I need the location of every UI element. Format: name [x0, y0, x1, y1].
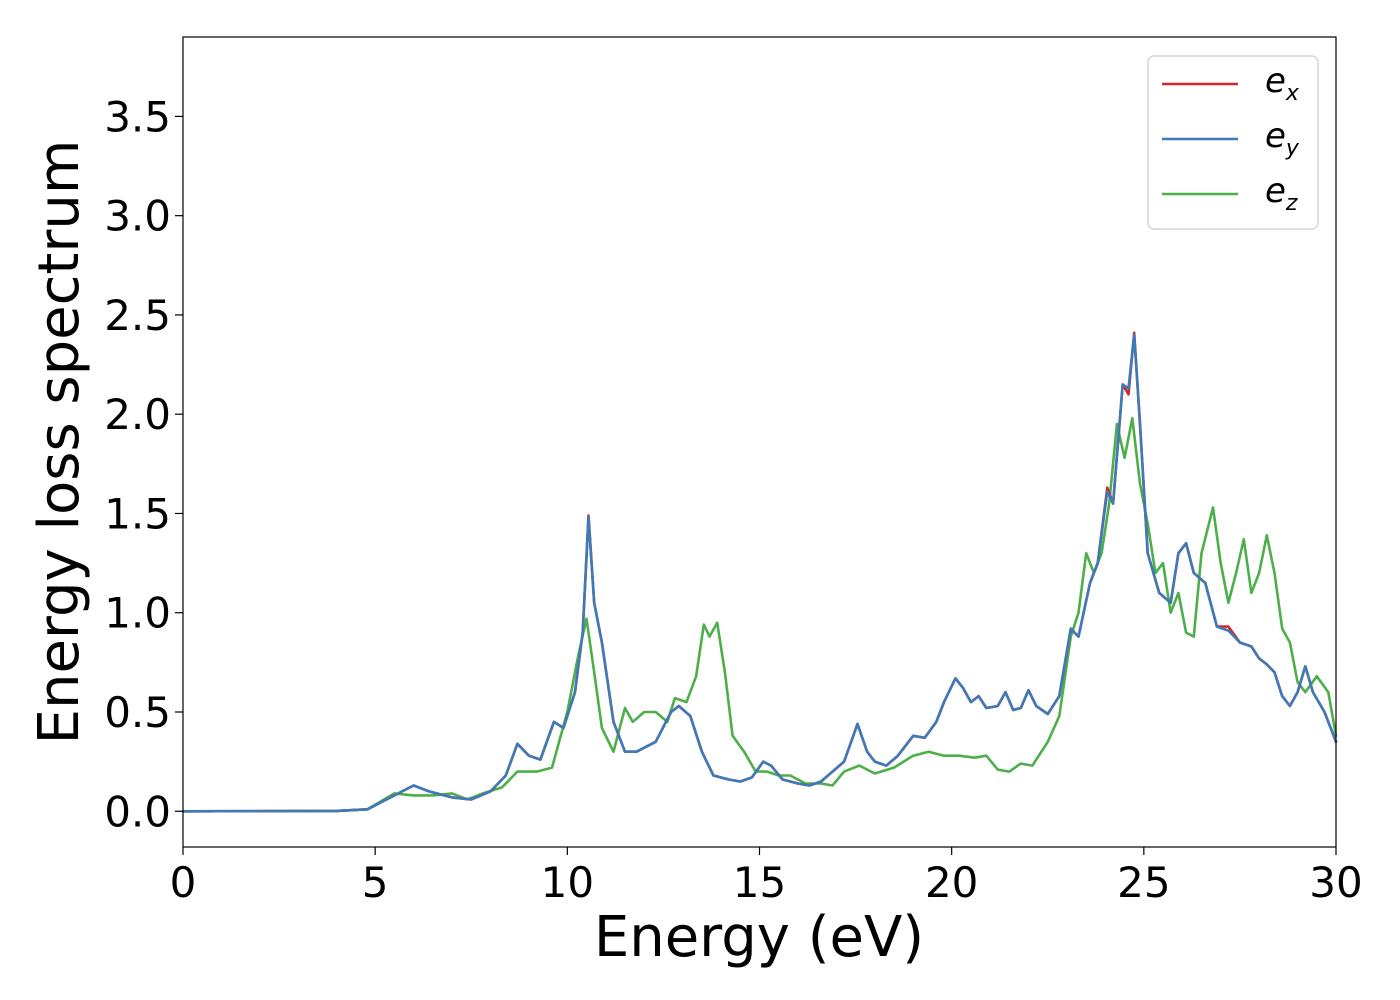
x-axis-title: Energy (eV): [594, 905, 924, 970]
x-tick-label: 0: [170, 858, 197, 907]
y-tick-label: 2.0: [104, 390, 171, 439]
x-axis-ticks: 0 5 10 15 20 25 30: [170, 847, 1363, 907]
series-line-y: [181, 333, 1338, 813]
x-tick-label: 5: [362, 858, 389, 907]
y-tick-label: 3.5: [104, 92, 171, 141]
y-tick-label: 0.5: [104, 688, 171, 737]
legend-label-y: ey: [1265, 116, 1300, 161]
x-tick-label: 20: [925, 858, 978, 907]
series-layer: [181, 331, 1338, 813]
y-tick-label: 1.0: [104, 589, 171, 638]
x-tick-label: 25: [1117, 858, 1170, 907]
y-tick-label: 3.0: [104, 192, 171, 241]
y-tick-label: 2.5: [104, 291, 171, 340]
y-axis-ticks: 0.0 0.5 1.0 1.5 2.0 2.5 3.0 3.5: [104, 92, 183, 836]
y-tick-label: 0.0: [104, 787, 171, 836]
legend: ex ey ez: [1147, 55, 1319, 230]
legend-box: [1147, 55, 1319, 230]
x-tick-label: 10: [541, 858, 594, 907]
y-axis-title: Energy loss spectrum: [27, 140, 92, 745]
legend-label-z: ez: [1265, 171, 1298, 216]
legend-label-x: ex: [1265, 61, 1300, 106]
series-line-z: [181, 416, 1338, 813]
x-tick-label: 30: [1309, 858, 1362, 907]
x-tick-label: 15: [733, 858, 786, 907]
y-tick-label: 1.5: [104, 489, 171, 538]
